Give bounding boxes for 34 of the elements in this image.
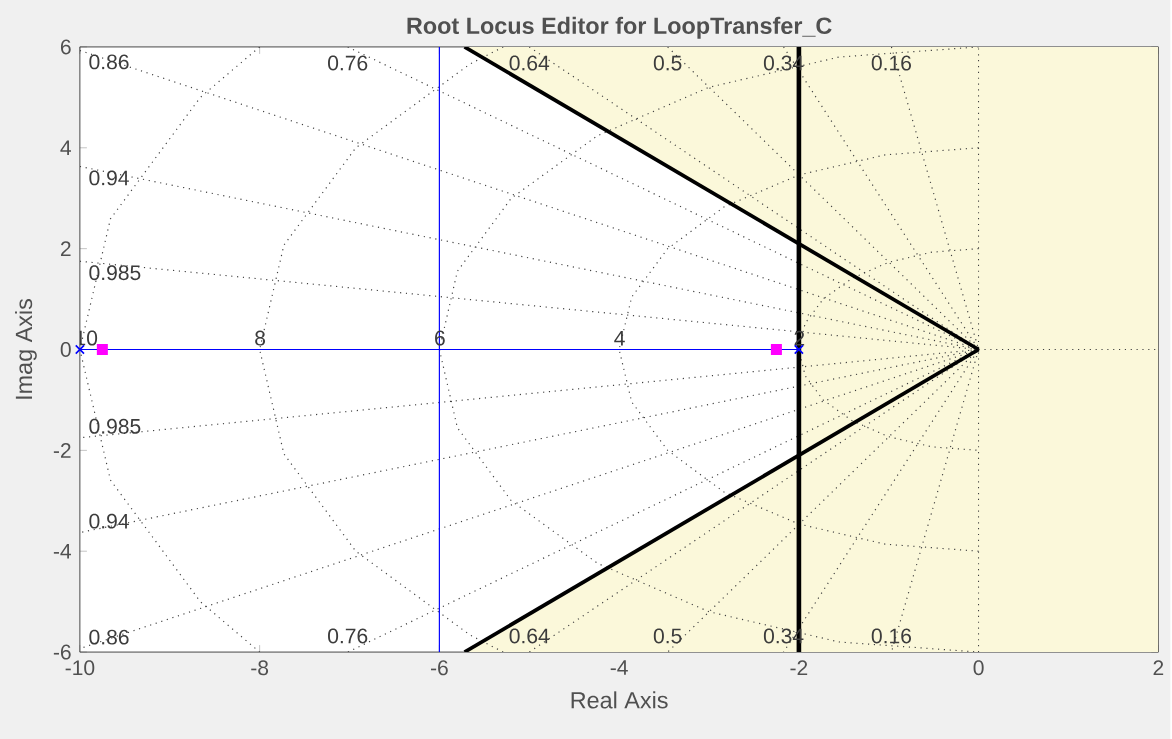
text: 0.5 [653,55,682,71]
series-label: 0.16 [871,628,911,644]
x-tick-label: -4 [610,660,628,675]
y-tick-label: 0 [60,342,71,357]
series-label: 0.94 [89,513,129,529]
text: 0.16 [871,55,911,71]
x-tick-label: 0 [973,660,984,676]
y-tick-label: 2 [60,241,71,257]
x-axis-title: Real Axis [571,691,668,709]
y-tick-label: -4 [53,543,71,559]
series-label: 0.76 [328,55,368,71]
text: 0.64 [509,55,550,71]
y-tick-label: -6 [53,644,71,660]
x-tick-label: 2 [1153,660,1164,676]
text: 0.94 [89,170,129,186]
series-label: 0.985 [89,265,141,281]
y-axis-title: Imag Axis [15,299,37,399]
text: 0.86 [89,54,129,70]
series-label: 8 [255,330,266,346]
y-tick-label: 6 [60,39,71,55]
series-label: 0.5 [653,628,682,644]
series-label: 4 [614,331,625,346]
series-label: 2 [794,330,805,346]
series-label: 0.64 [509,628,550,644]
x-tick-label: -10 [65,660,95,676]
x-tick-label: -8 [251,660,269,676]
x-tick-label: -6 [430,660,448,676]
text: 0.76 [328,628,368,644]
x-tick-label: -2 [790,660,808,676]
y-tick-label: -2 [53,443,71,458]
text: 0.985 [89,418,141,434]
series-label: 0.86 [89,629,129,645]
chart-title: Root Locus Editor for LoopTransfer_C [407,16,832,39]
y-tick-label: 4 [60,140,71,156]
